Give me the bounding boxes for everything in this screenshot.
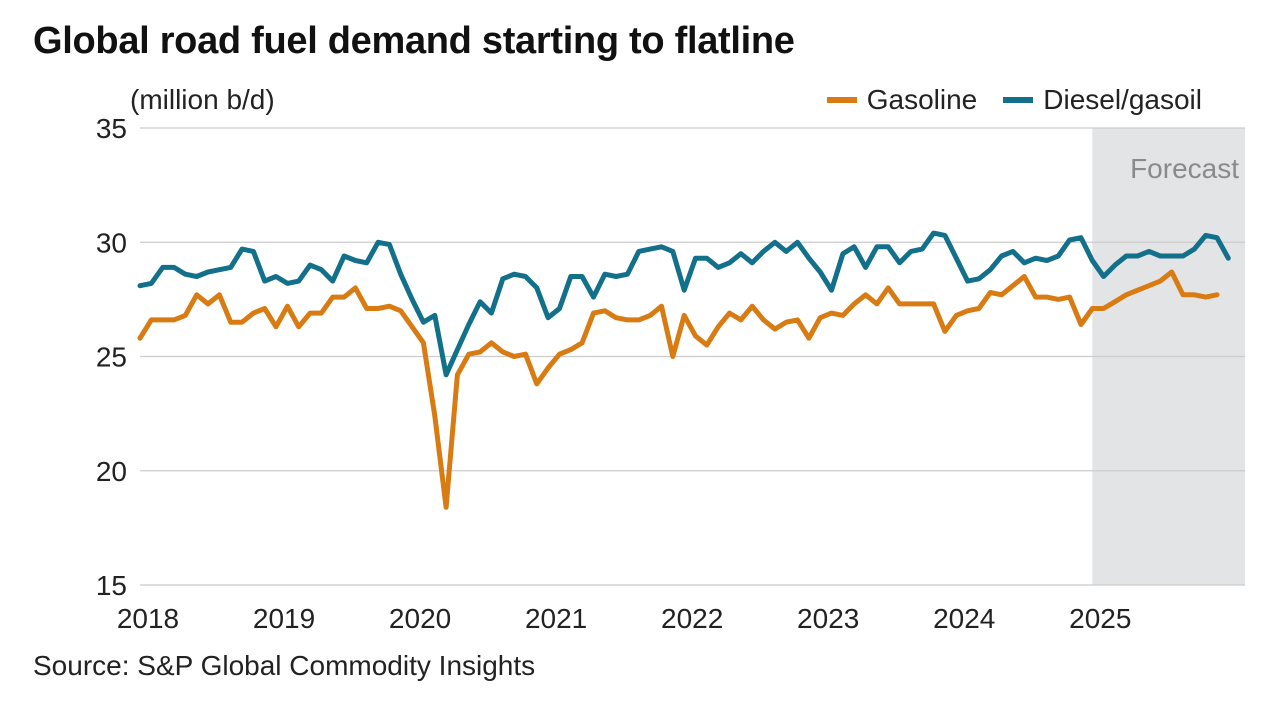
x-tick-label-2021: 2021 [525,603,587,634]
legend-label-diesel: Diesel/gasoil [1043,84,1202,115]
legend-swatch-gasoline [826,97,857,103]
legend-item-diesel: Diesel/gasoil [1003,84,1202,116]
x-tick-label-2020: 2020 [389,603,451,634]
x-tick-label-2019: 2019 [253,603,315,634]
y-tick-label-35: 35 [96,113,127,144]
y-tick-label-25: 25 [96,342,127,373]
legend-label-gasoline: Gasoline [866,84,978,115]
x-tick-label-2018: 2018 [117,603,179,634]
x-tick-label-2023: 2023 [797,603,859,634]
source-note: Source: S&P Global Commodity Insights [33,650,536,681]
legend-swatch-diesel [1003,97,1034,103]
legend-item-gasoline: Gasoline [826,84,978,116]
forecast-label: Forecast [1130,153,1239,184]
series-line-gasoline [137,269,1220,510]
x-tick-label-2024: 2024 [933,603,995,634]
y-tick-label-30: 30 [96,227,127,258]
series-line-diesel-gasoil [137,230,1231,378]
legend: Gasoline Diesel/gasoil [826,84,1202,116]
y-tick-label-20: 20 [96,456,127,487]
chart-title: Global road fuel demand starting to flat… [33,20,795,62]
x-tick-label-2025: 2025 [1069,603,1131,634]
y-tick-label-15: 15 [96,570,127,601]
y-axis-unit-label: (million b/d) [130,84,275,115]
x-tick-label-2022: 2022 [661,603,723,634]
